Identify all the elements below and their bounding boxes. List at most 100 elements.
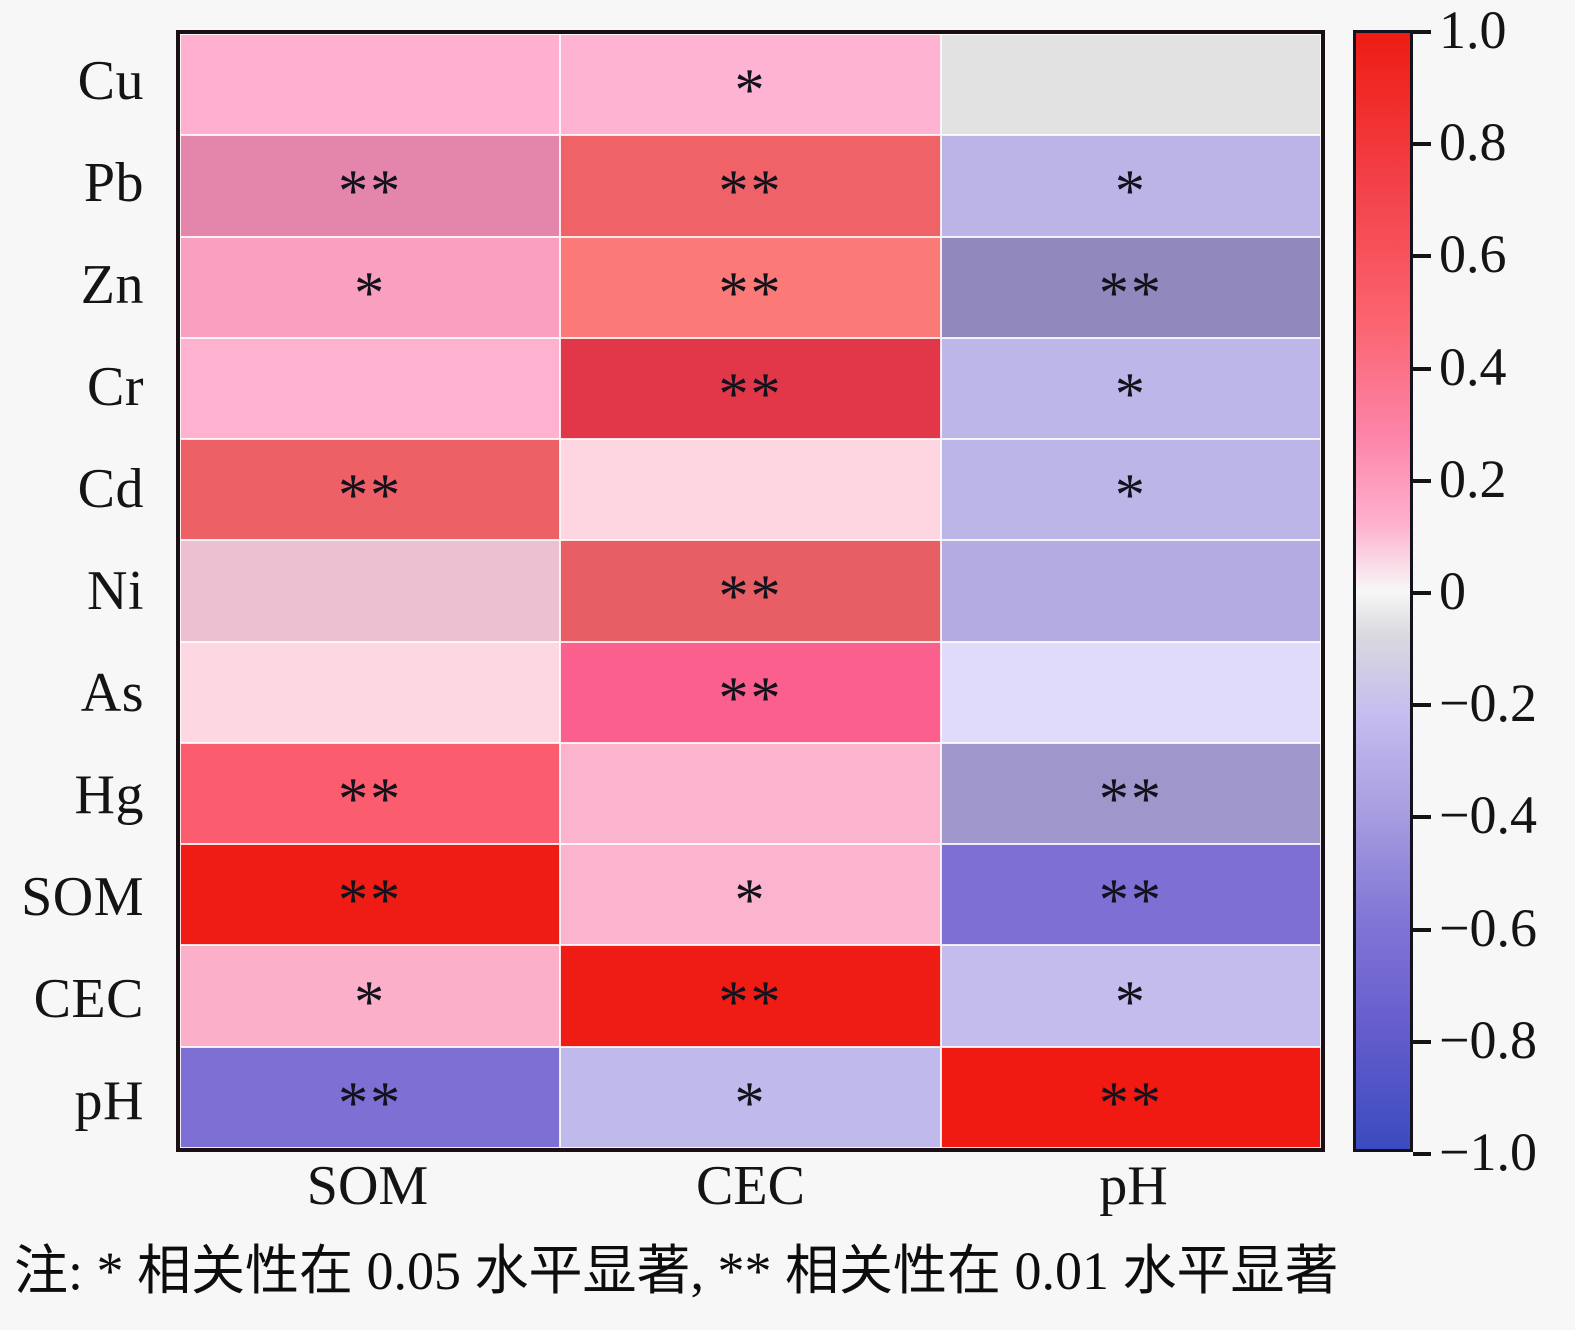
y-tick-label: As: [80, 662, 144, 724]
y-tick-label: SOM: [21, 866, 144, 928]
significance-marker: **: [718, 563, 783, 630]
heatmap-cell: **: [940, 844, 1321, 946]
y-tick-label: Hg: [74, 764, 144, 826]
colorbar-tick-label: 1.0: [1439, 0, 1507, 60]
significance-marker: **: [1098, 766, 1163, 833]
heatmap-cell: *: [560, 844, 941, 946]
colorbar-gradient: [1353, 30, 1413, 1152]
colorbar-tick: [1413, 142, 1431, 147]
figure-note: 注: * 相关性在 0.05 水平显著, ** 相关性在 0.01 水平显著: [14, 1241, 1339, 1301]
colorbar-tick: [1413, 703, 1431, 708]
colorbar-tick-label: 0.8: [1439, 112, 1507, 173]
colorbar-tick-label: −0.2: [1439, 673, 1537, 734]
colorbar-tick-label: 0.2: [1439, 448, 1507, 509]
colorbar-tick: [1413, 591, 1431, 595]
colorbar-tick-label: 0: [1439, 561, 1466, 621]
heatmap-grid: * ** ** * * ** ** ** * ** * ** ** ** ** ** * ** * ** * ** * **: [176, 30, 1325, 1152]
heatmap-cell: [560, 439, 941, 541]
colorbar-tick-label: −0.6: [1439, 897, 1537, 958]
significance-marker: *: [1114, 968, 1147, 1035]
heatmap-cell: *: [180, 236, 561, 338]
colorbar-tick: [1413, 927, 1431, 932]
significance-marker: **: [718, 360, 783, 427]
significance-marker: *: [354, 259, 387, 326]
significance-marker: **: [338, 462, 403, 529]
heatmap-cell: **: [560, 945, 941, 1047]
significance-marker: **: [1098, 259, 1163, 326]
heatmap-cell: **: [940, 742, 1321, 845]
significance-marker: **: [718, 158, 783, 225]
x-axis-tick-labels: SOM CEC pH: [176, 1158, 1325, 1230]
colorbar-tick-label: 0.4: [1439, 336, 1507, 397]
heatmap-cell: [560, 742, 941, 845]
colorbar-tick: [1413, 815, 1431, 820]
heatmap-cell: [180, 641, 561, 743]
y-tick-label: Cr: [87, 356, 144, 418]
heatmap-cell: **: [560, 337, 941, 440]
significance-marker: *: [1114, 462, 1147, 529]
heatmap-cell: [940, 641, 1321, 743]
x-tick-label: CEC: [696, 1155, 805, 1217]
significance-marker: **: [1098, 1069, 1163, 1136]
heatmap-cell: **: [560, 135, 941, 237]
colorbar-tick: [1413, 30, 1431, 34]
significance-marker: **: [1098, 867, 1163, 934]
heatmap-cell: **: [180, 135, 561, 237]
heatmap-cell: **: [940, 1046, 1321, 1148]
heatmap-cell: [180, 34, 561, 136]
y-tick-label: Pb: [83, 152, 144, 214]
heatmap-cell: *: [180, 945, 561, 1047]
significance-marker: *: [734, 57, 767, 124]
y-tick-label: CEC: [33, 968, 144, 1030]
y-tick-label: Ni: [87, 560, 144, 622]
heatmap-cell: **: [180, 742, 561, 845]
colorbar-tick-label: −0.8: [1439, 1009, 1537, 1070]
colorbar-tick-label: −1.0: [1439, 1122, 1537, 1182]
colorbar-tick: [1413, 1152, 1431, 1156]
significance-marker: *: [354, 968, 387, 1035]
heatmap-cell: *: [940, 135, 1321, 237]
x-tick-label: SOM: [306, 1155, 429, 1217]
significance-marker: *: [734, 867, 767, 934]
heatmap-cell: **: [940, 236, 1321, 338]
colorbar-tick: [1413, 478, 1431, 483]
heatmap-cell: [940, 540, 1321, 642]
colorbar-legend: 1.0 0.8 0.6 0.4 0.2 0 −0.2 −0.4 −0.6 −0.8 −1.0: [1353, 3, 1537, 1179]
colorbar-tick: [1413, 1039, 1431, 1044]
heatmap-cell: *: [940, 439, 1321, 541]
colorbar-tick-label: −0.4: [1439, 785, 1537, 846]
y-tick-label: Cu: [77, 50, 144, 112]
heatmap-cell: **: [180, 844, 561, 946]
significance-marker: **: [718, 259, 783, 326]
heatmap-cell: *: [560, 1046, 941, 1148]
heatmap-cell: [940, 34, 1321, 136]
significance-marker: *: [734, 1069, 767, 1136]
heatmap-cell: *: [560, 34, 941, 136]
y-axis-tick-labels: Cu Pb Zn Cr Cd Ni As Hg SOM CEC pH: [0, 30, 160, 1152]
y-tick-label: Cd: [77, 458, 144, 520]
significance-marker: **: [338, 867, 403, 934]
colorbar-tick: [1413, 366, 1431, 371]
colorbar-tick: [1413, 254, 1431, 259]
heatmap-cell: [180, 337, 561, 440]
significance-marker: **: [718, 968, 783, 1035]
significance-marker: **: [338, 158, 403, 225]
significance-marker: **: [338, 766, 403, 833]
y-tick-label: Zn: [80, 254, 144, 316]
significance-marker: **: [338, 1069, 403, 1136]
colorbar-tick-label: 0.6: [1439, 224, 1507, 285]
heatmap-cell: *: [940, 337, 1321, 440]
heatmap-cell: *: [940, 945, 1321, 1047]
heatmap-cell: **: [560, 540, 941, 642]
x-tick-label: pH: [1099, 1155, 1168, 1217]
significance-marker: *: [1114, 158, 1147, 225]
heatmap-cell: [180, 540, 561, 642]
y-tick-label: pH: [74, 1070, 144, 1132]
heatmap-cell: **: [180, 439, 561, 541]
heatmap-cell: **: [560, 236, 941, 338]
significance-marker: *: [1114, 360, 1147, 427]
heatmap-cell: **: [560, 641, 941, 743]
significance-marker: **: [718, 664, 783, 731]
heatmap-cell: **: [180, 1046, 561, 1148]
